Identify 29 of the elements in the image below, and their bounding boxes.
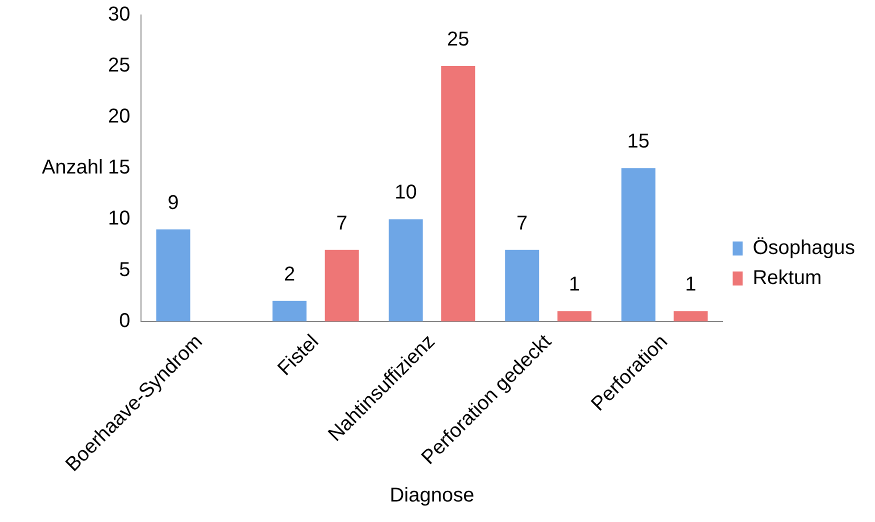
- data-label: 7: [516, 212, 528, 234]
- y-tick-label: 20: [108, 106, 130, 128]
- data-label: 9: [168, 192, 179, 214]
- bar: [272, 300, 307, 322]
- y-tick-label: 30: [108, 4, 130, 26]
- y-tick-label: 10: [108, 208, 130, 230]
- bar: [388, 219, 423, 322]
- data-label: 1: [568, 274, 580, 296]
- bar: [505, 250, 540, 322]
- bar: [621, 168, 656, 322]
- data-label: 2: [284, 263, 296, 286]
- y-tick-label: 0: [119, 310, 130, 332]
- data-label: 10: [394, 182, 417, 204]
- y-tick-label: 25: [108, 54, 130, 77]
- y-tick-label: 5: [119, 258, 130, 281]
- x-axis-title: Diagnose: [390, 484, 474, 507]
- data-label: 7: [336, 212, 348, 234]
- bar: [674, 311, 708, 322]
- bar: [441, 66, 476, 322]
- data-label: 15: [627, 130, 650, 153]
- legend-label: Ösophagus: [752, 237, 855, 260]
- bar: [324, 250, 359, 322]
- y-tick-label: 15: [108, 156, 130, 179]
- bar: [156, 229, 190, 322]
- bar: [557, 311, 592, 322]
- data-label: 25: [447, 28, 470, 51]
- data-label: 1: [685, 274, 696, 296]
- legend-label: Rektum: [752, 267, 822, 290]
- y-axis-title: Anzahl: [42, 156, 103, 179]
